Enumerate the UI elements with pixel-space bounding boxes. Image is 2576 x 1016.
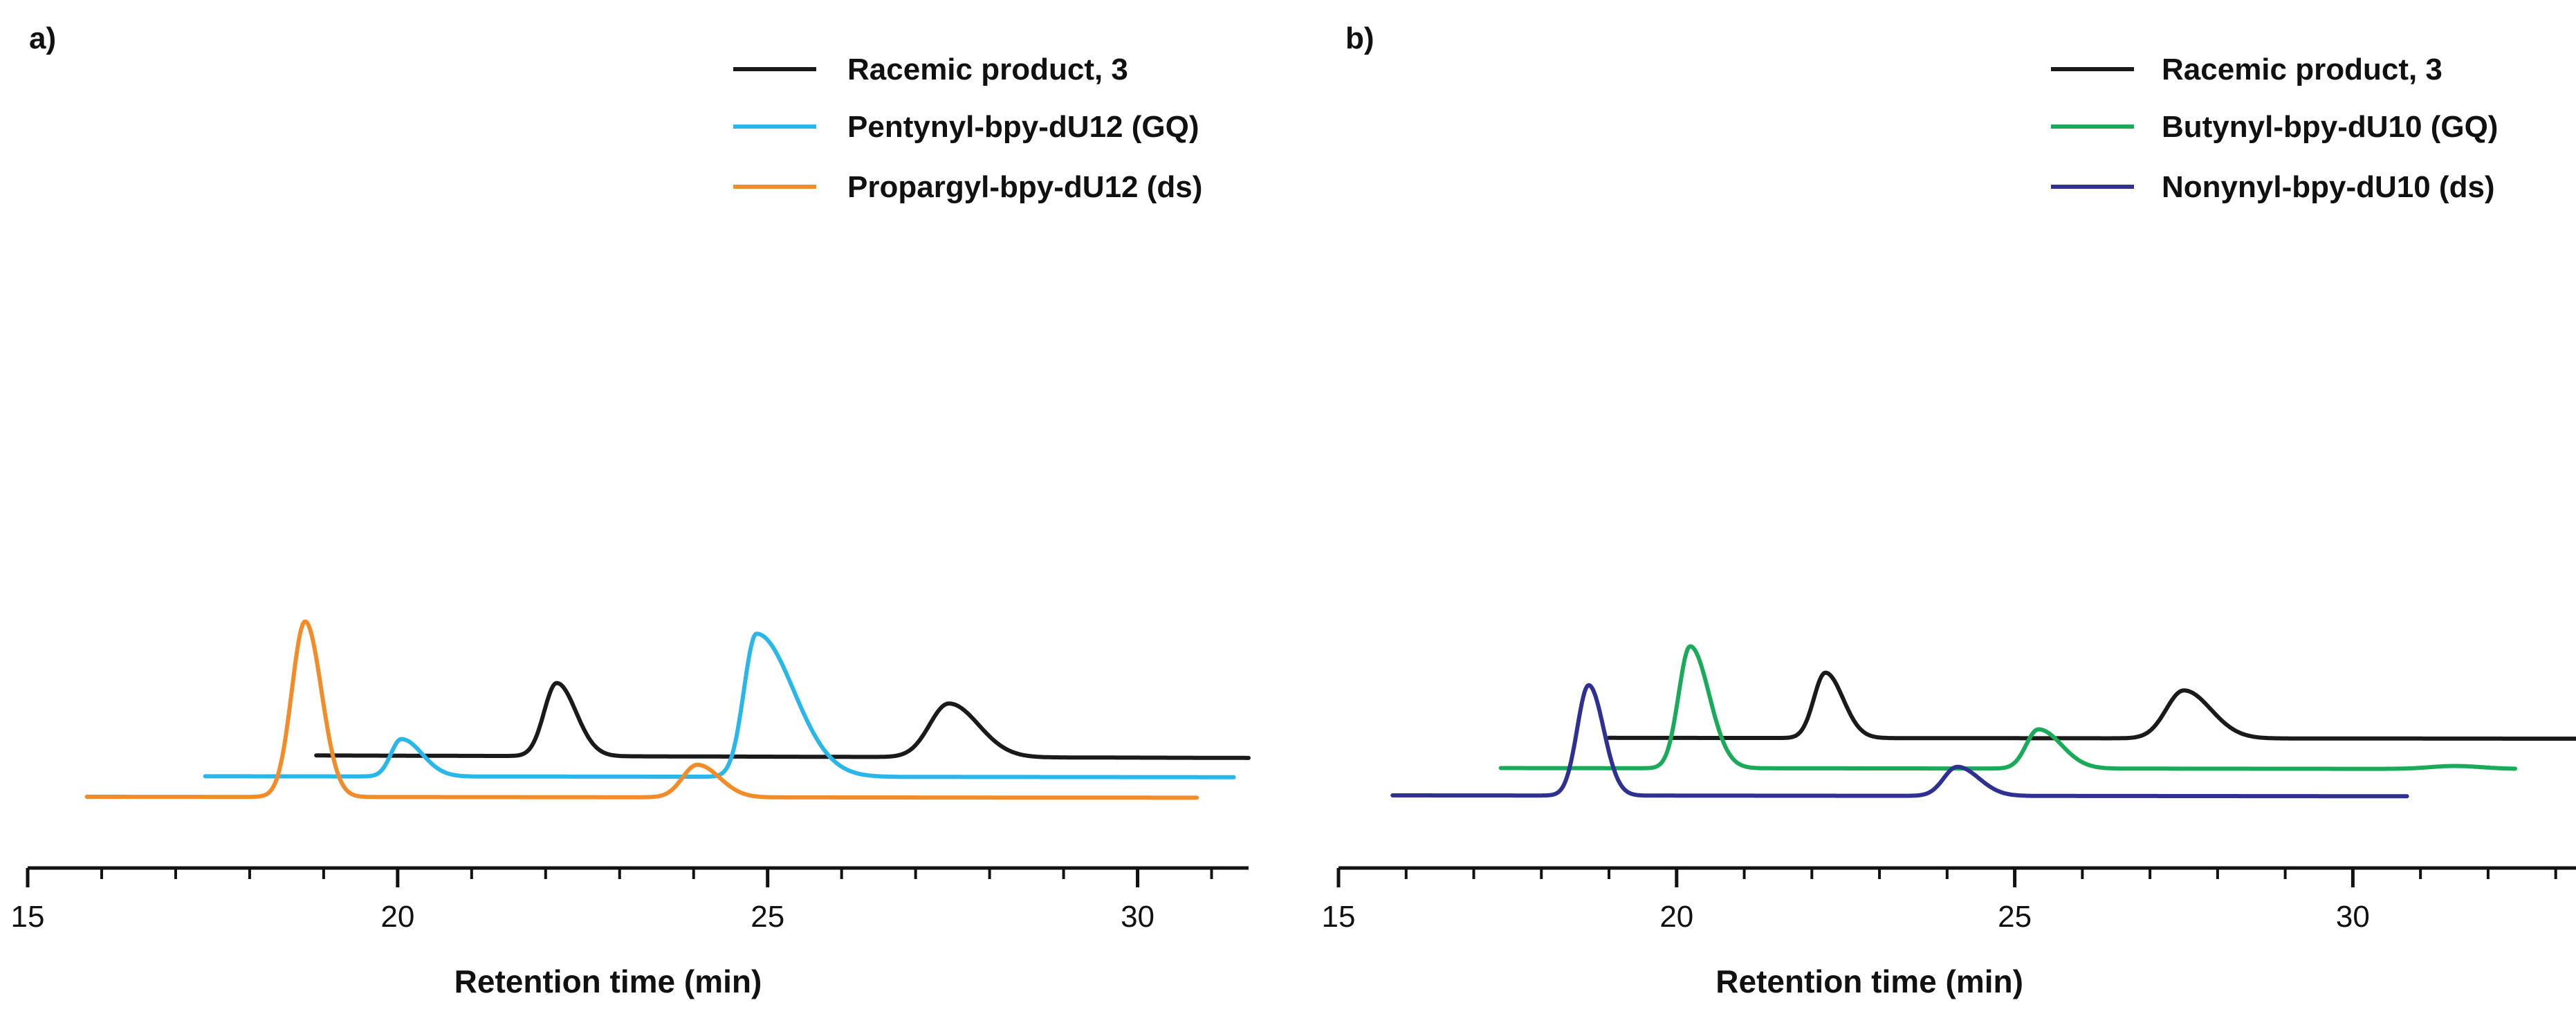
legend-a-label-1: Pentynyl-bpy-dU12 (GQ) bbox=[847, 110, 1199, 144]
panel-b-x-axis-title: Retention time (min) bbox=[1715, 963, 2023, 999]
x-tick-label: 30 bbox=[1121, 900, 1154, 934]
x-tick-label: 25 bbox=[751, 900, 784, 934]
panel-b-legend: Racemic product, 3 Butynyl-bpy-dU10 (GQ)… bbox=[2051, 53, 2498, 204]
panel-a-legend: Racemic product, 3 Pentynyl-bpy-dU12 (GQ… bbox=[733, 53, 1202, 204]
x-tick-label: 15 bbox=[1322, 900, 1356, 934]
legend-b-label-2: Nonynyl-bpy-dU10 (ds) bbox=[2162, 170, 2495, 204]
panel-a-x-axis-title: Retention time (min) bbox=[454, 963, 762, 999]
trace-2 bbox=[84, 619, 1199, 800]
panel-b-traces bbox=[1390, 644, 2576, 799]
panel-b-ticks: 15 20 25 30 bbox=[1322, 868, 2557, 934]
panel-a-traces bbox=[84, 619, 1251, 800]
x-tick-label: 20 bbox=[380, 900, 414, 934]
panel-a-ticks: 15 20 25 30 bbox=[11, 868, 1213, 934]
panel-a-chart: a) 15 20 25 30 Retention time (min) Racemic… bbox=[11, 21, 1251, 999]
legend-a-label-2: Propargyl-bpy-dU12 (ds) bbox=[847, 170, 1202, 204]
panel-a-label: a) bbox=[29, 21, 56, 55]
trace-2 bbox=[1390, 683, 2409, 799]
x-tick-label: 30 bbox=[2336, 900, 2370, 934]
x-tick-label: 20 bbox=[1659, 900, 1693, 934]
panel-b-label: b) bbox=[1345, 21, 1374, 55]
legend-b-label-1: Butynyl-bpy-dU10 (GQ) bbox=[2162, 110, 2498, 144]
legend-b-label-0: Racemic product, 3 bbox=[2162, 53, 2442, 86]
legend-a-label-0: Racemic product, 3 bbox=[847, 53, 1128, 86]
trace-0 bbox=[1607, 670, 2576, 741]
trace-0 bbox=[314, 681, 1251, 760]
trace-1 bbox=[1498, 644, 2517, 771]
panel-b-chart: b) 15 20 25 30 Retention time (min) Racemic… bbox=[1322, 21, 2576, 999]
x-tick-label: 15 bbox=[11, 900, 45, 934]
x-tick-label: 25 bbox=[1998, 900, 2032, 934]
